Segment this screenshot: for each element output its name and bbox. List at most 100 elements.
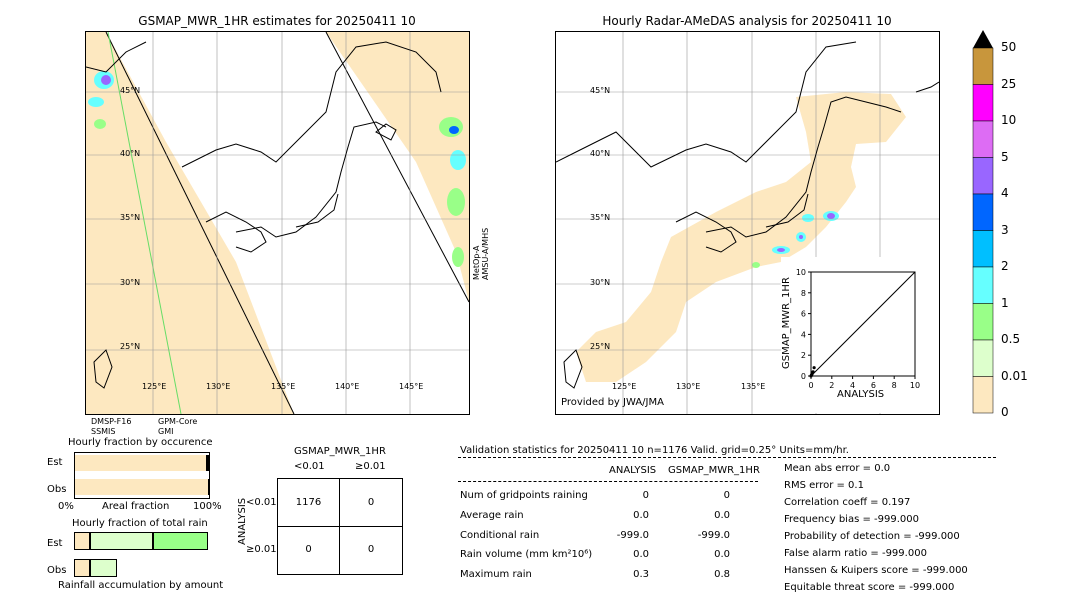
scatter-ylabel: GSMAP_MWR_1HR [781, 277, 792, 369]
score-line: RMS error = 0.1 [784, 480, 864, 491]
scatter-inset: 0 2 4 6 8 10 0 2 4 6 8 10 [781, 257, 939, 413]
colorbar-label: 1 [1001, 295, 1009, 310]
contingency-cell: 0 [367, 497, 375, 508]
colorbar-segment [972, 339, 994, 377]
scatter-point [812, 366, 816, 370]
occurrence-axis-right: 100% [193, 501, 222, 512]
validation-row-label: Average rain [460, 510, 524, 521]
validation-row-gsmap: -999.0 [697, 530, 730, 541]
occurrence-obs-bar [75, 479, 209, 495]
left-map-side-label-2: AMSU-A/MHS [481, 227, 490, 280]
scatter-xtick-label: 10 [910, 381, 920, 390]
right-lon-label-125: 125°E [612, 382, 637, 391]
contingency-row-lt: <0.01 [246, 497, 277, 508]
scatter-ytick-label: 4 [801, 330, 806, 339]
right-map-title: Hourly Radar-AMeDAS analysis for 2025041… [602, 14, 892, 28]
validation-row-analysis: 0 [642, 490, 649, 501]
colorbar-label: 0.5 [1001, 332, 1021, 346]
score-line: Mean abs error = 0.0 [784, 463, 891, 474]
scatter-ytick-label: 0 [801, 372, 806, 381]
sat-label-2b: GMI [158, 427, 174, 436]
left-lat-label-35: 35°N [120, 213, 141, 222]
left-map-side-label-1: MetOp-A [472, 245, 481, 280]
contingency-cell: 1176 [295, 497, 322, 508]
left-lat-label-45: 45°N [120, 86, 141, 95]
left-lon-label-130: 130°E [206, 382, 231, 391]
validation-col-gsmap: GSMAP_MWR_1HR [668, 465, 760, 476]
scatter-diagonal [810, 271, 916, 377]
colorbar-segment [972, 230, 994, 268]
contingency-row-ge: ≥0.01 [246, 544, 277, 555]
score-line: Probability of detection = -999.000 [784, 531, 960, 542]
left-map: 45°N 40°N 35°N 30°N 25°N 125°E 130°E 135… [85, 31, 470, 415]
scatter-point [809, 373, 814, 377]
occurrence-axis-left: 0% [58, 501, 74, 512]
occurrence-title: Hourly fraction by occurence [68, 437, 213, 448]
validation-row-analysis: -999.0 [616, 530, 649, 541]
score-line: Frequency bias = -999.000 [784, 514, 919, 525]
score-line: False alarm ratio = -999.000 [784, 548, 927, 559]
scatter-ytick-label: 6 [801, 310, 806, 319]
colorbar-segment [972, 303, 994, 341]
occurrence-obs-label: Obs [47, 484, 67, 495]
scatter-xtick-label: 4 [850, 381, 855, 390]
right-lat-label-25: 25°N [590, 342, 611, 351]
validation-row-gsmap: 0.0 [714, 549, 730, 560]
occurrence-plot [74, 452, 210, 499]
colorbar-label: 0.01 [1001, 368, 1028, 383]
total-obs-bar [74, 559, 208, 577]
validation-divider-mid [458, 481, 758, 482]
left-lon-label-145: 145°E [399, 382, 424, 391]
contingency-table: 1176 0 0 0 [277, 478, 403, 575]
contingency-col-ge: ≥0.01 [355, 461, 386, 472]
left-lat-label-25: 25°N [120, 342, 141, 351]
right-lat-label-40: 40°N [590, 149, 611, 158]
swath-left [86, 32, 294, 414]
validation-row-label: Rain volume (mm km²10⁶) [460, 549, 593, 560]
colorbar-segment [972, 193, 994, 231]
left-map-title: GSMAP_MWR_1HR estimates for 20250411 10 [138, 14, 416, 28]
colorbar-label: 50 [1001, 40, 1017, 54]
right-lat-label-45: 45°N [590, 86, 611, 95]
scatter-xtick-label: 0 [808, 381, 813, 390]
validation-header: Validation statistics for 20250411 10 n=… [460, 445, 849, 456]
occurrence-est-tail [207, 455, 209, 471]
colorbar-svg [972, 30, 994, 414]
left-lon-label-125: 125°E [142, 382, 167, 391]
sat-label-1a: DMSP-F16 [91, 417, 132, 426]
colorbar-label: 5 [1001, 149, 1009, 164]
colorbar [971, 30, 995, 414]
colorbar-segment [972, 120, 994, 158]
total-title: Hourly fraction of total rain [72, 518, 208, 529]
occurrence-est-label: Est [47, 457, 63, 468]
right-lat-label-35: 35°N [590, 213, 611, 222]
scatter-ytick-label: 2 [801, 351, 806, 360]
scatter-xlabel: ANALYSIS [837, 389, 885, 400]
total-bar-segment [74, 559, 91, 577]
swath-right [326, 32, 469, 302]
score-line: Correlation coeff = 0.197 [784, 497, 911, 508]
data-credit: Provided by JWA/JMA [561, 397, 664, 408]
left-lat-label-30: 30°N [120, 278, 141, 287]
coverage-area [576, 92, 906, 382]
validation-row-analysis: 0.0 [633, 510, 649, 521]
total-est-bar [74, 532, 208, 550]
contingency-title: GSMAP_MWR_1HR [294, 446, 386, 457]
left-lat-label-40: 40°N [120, 149, 141, 158]
contingency-col-lt: <0.01 [294, 461, 325, 472]
colorbar-segment [972, 47, 994, 85]
validation-row-label: Conditional rain [460, 530, 540, 541]
validation-row-gsmap: 0.0 [714, 510, 730, 521]
sat-label-1b: SSMIS [91, 427, 116, 436]
colorbar-label: 3 [1001, 222, 1009, 237]
score-line: Equitable threat score = -999.000 [784, 582, 955, 593]
total-obs-label: Obs [47, 565, 67, 576]
colorbar-label: 25 [1001, 76, 1017, 91]
score-line: Hanssen & Kuipers score = -999.000 [784, 565, 968, 576]
scatter-ytick-label: 8 [801, 289, 806, 298]
colorbar-label: 0 [1001, 405, 1009, 419]
validation-row-label: Maximum rain [460, 569, 532, 580]
colorbar-label: 2 [1001, 259, 1009, 273]
total-bar-segment [74, 532, 91, 550]
colorbar-segment [972, 157, 994, 195]
